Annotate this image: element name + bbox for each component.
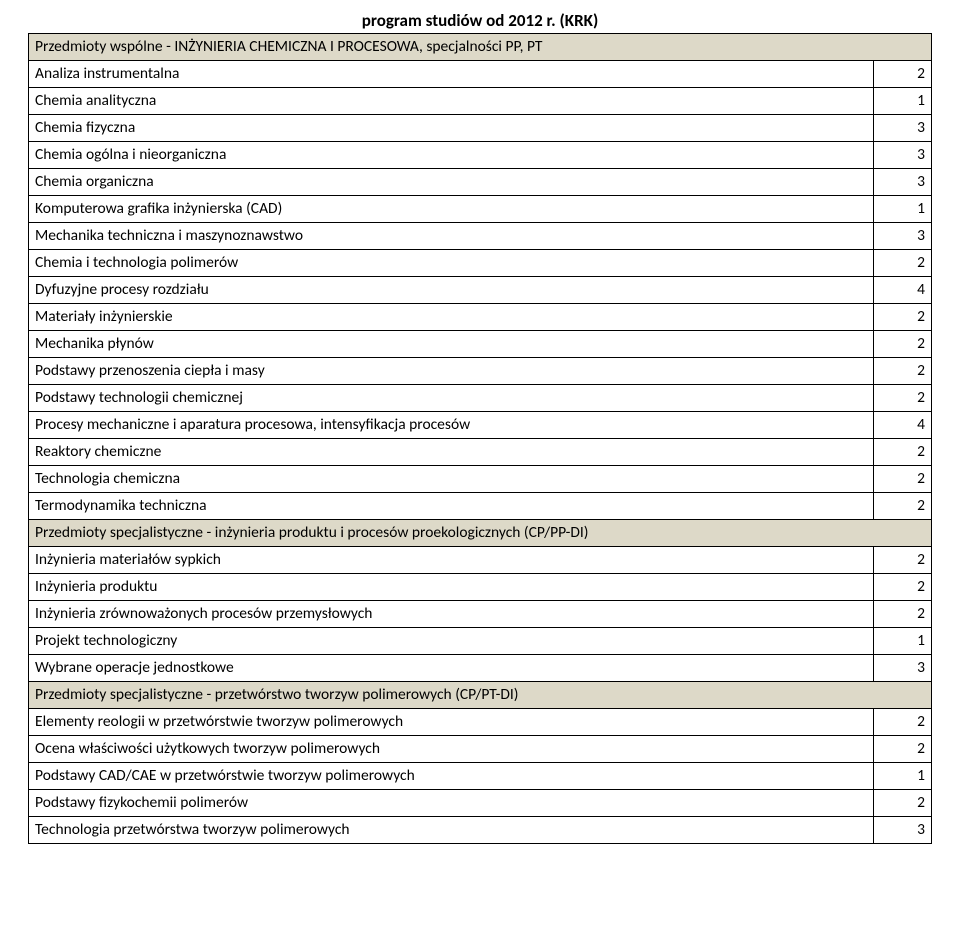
- table-row: Podstawy technologii chemicznej2: [29, 385, 932, 412]
- item-name-cell: Inżynieria zrównoważonych procesów przem…: [29, 601, 874, 628]
- table-row: Reaktory chemiczne2: [29, 439, 932, 466]
- item-name-cell: Materiały inżynierskie: [29, 304, 874, 331]
- item-value-cell: 2: [873, 574, 931, 601]
- item-value-cell: 3: [873, 655, 931, 682]
- item-name-cell: Elementy reologii w przetwórstwie tworzy…: [29, 709, 874, 736]
- item-value-cell: 2: [873, 61, 931, 88]
- table-row: Elementy reologii w przetwórstwie tworzy…: [29, 709, 932, 736]
- item-value-cell: 1: [873, 763, 931, 790]
- table-row: Technologia przetwórstwa tworzyw polimer…: [29, 817, 932, 844]
- item-value-cell: 1: [873, 196, 931, 223]
- item-value-cell: 2: [873, 385, 931, 412]
- item-value-cell: 4: [873, 412, 931, 439]
- table-row: Podstawy przenoszenia ciepła i masy2: [29, 358, 932, 385]
- item-name-cell: Podstawy fizykochemii polimerów: [29, 790, 874, 817]
- section-header-row: Przedmioty specjalistyczne - inżynieria …: [29, 520, 932, 547]
- section-header-cell: Przedmioty specjalistyczne - inżynieria …: [29, 520, 932, 547]
- item-name-cell: Chemia i technologia polimerów: [29, 250, 874, 277]
- item-name-cell: Podstawy technologii chemicznej: [29, 385, 874, 412]
- item-value-cell: 1: [873, 88, 931, 115]
- table-row: Dyfuzyjne procesy rozdziału4: [29, 277, 932, 304]
- item-name-cell: Mechanika techniczna i maszynoznawstwo: [29, 223, 874, 250]
- table-row: Mechanika techniczna i maszynoznawstwo3: [29, 223, 932, 250]
- page: program studiów od 2012 r. (KRK) Przedmi…: [0, 0, 960, 856]
- item-name-cell: Technologia przetwórstwa tworzyw polimer…: [29, 817, 874, 844]
- table-row: Wybrane operacje jednostkowe3: [29, 655, 932, 682]
- item-name-cell: Chemia fizyczna: [29, 115, 874, 142]
- item-name-cell: Chemia organiczna: [29, 169, 874, 196]
- item-name-cell: Ocena właściwości użytkowych tworzyw pol…: [29, 736, 874, 763]
- item-value-cell: 3: [873, 223, 931, 250]
- item-name-cell: Inżynieria materiałów sypkich: [29, 547, 874, 574]
- table-row: Mechanika płynów2: [29, 331, 932, 358]
- item-value-cell: 3: [873, 169, 931, 196]
- item-name-cell: Wybrane operacje jednostkowe: [29, 655, 874, 682]
- item-name-cell: Komputerowa grafika inżynierska (CAD): [29, 196, 874, 223]
- table-row: Chemia i technologia polimerów2: [29, 250, 932, 277]
- item-name-cell: Termodynamika techniczna: [29, 493, 874, 520]
- table-row: Analiza instrumentalna2: [29, 61, 932, 88]
- item-name-cell: Analiza instrumentalna: [29, 61, 874, 88]
- item-value-cell: 3: [873, 817, 931, 844]
- item-name-cell: Mechanika płynów: [29, 331, 874, 358]
- item-name-cell: Chemia ogólna i nieorganiczna: [29, 142, 874, 169]
- item-name-cell: Procesy mechaniczne i aparatura procesow…: [29, 412, 874, 439]
- table-row: Materiały inżynierskie2: [29, 304, 932, 331]
- table-row: Inżynieria produktu2: [29, 574, 932, 601]
- section-header-cell: Przedmioty specjalistyczne - przetwórstw…: [29, 682, 932, 709]
- table-row: Podstawy fizykochemii polimerów2: [29, 790, 932, 817]
- item-name-cell: Projekt technologiczny: [29, 628, 874, 655]
- item-value-cell: 2: [873, 736, 931, 763]
- page-title: program studiów od 2012 r. (KRK): [28, 10, 932, 31]
- curriculum-table: Przedmioty wspólne - INŻYNIERIA CHEMICZN…: [28, 33, 932, 844]
- table-row: Chemia fizyczna3: [29, 115, 932, 142]
- table-row: Podstawy CAD/CAE w przetwórstwie tworzyw…: [29, 763, 932, 790]
- item-value-cell: 2: [873, 331, 931, 358]
- item-name-cell: Dyfuzyjne procesy rozdziału: [29, 277, 874, 304]
- table-row: Inżynieria zrównoważonych procesów przem…: [29, 601, 932, 628]
- item-value-cell: 4: [873, 277, 931, 304]
- item-value-cell: 2: [873, 547, 931, 574]
- table-row: Projekt technologiczny1: [29, 628, 932, 655]
- item-value-cell: 2: [873, 709, 931, 736]
- table-row: Technologia chemiczna2: [29, 466, 932, 493]
- table-row: Chemia analityczna1: [29, 88, 932, 115]
- table-row: Procesy mechaniczne i aparatura procesow…: [29, 412, 932, 439]
- item-name-cell: Technologia chemiczna: [29, 466, 874, 493]
- item-value-cell: 2: [873, 250, 931, 277]
- item-name-cell: Podstawy przenoszenia ciepła i masy: [29, 358, 874, 385]
- item-name-cell: Chemia analityczna: [29, 88, 874, 115]
- item-value-cell: 2: [873, 790, 931, 817]
- section-header-cell: Przedmioty wspólne - INŻYNIERIA CHEMICZN…: [29, 34, 932, 61]
- item-value-cell: 3: [873, 115, 931, 142]
- section-header-row: Przedmioty wspólne - INŻYNIERIA CHEMICZN…: [29, 34, 932, 61]
- item-value-cell: 2: [873, 439, 931, 466]
- item-name-cell: Reaktory chemiczne: [29, 439, 874, 466]
- item-value-cell: 2: [873, 601, 931, 628]
- item-value-cell: 1: [873, 628, 931, 655]
- item-value-cell: 2: [873, 304, 931, 331]
- item-value-cell: 2: [873, 493, 931, 520]
- item-value-cell: 2: [873, 358, 931, 385]
- table-row: Inżynieria materiałów sypkich2: [29, 547, 932, 574]
- table-row: Chemia organiczna3: [29, 169, 932, 196]
- table-row: Komputerowa grafika inżynierska (CAD)1: [29, 196, 932, 223]
- item-name-cell: Inżynieria produktu: [29, 574, 874, 601]
- item-value-cell: 2: [873, 466, 931, 493]
- table-row: Chemia ogólna i nieorganiczna3: [29, 142, 932, 169]
- item-name-cell: Podstawy CAD/CAE w przetwórstwie tworzyw…: [29, 763, 874, 790]
- table-row: Ocena właściwości użytkowych tworzyw pol…: [29, 736, 932, 763]
- section-header-row: Przedmioty specjalistyczne - przetwórstw…: [29, 682, 932, 709]
- item-value-cell: 3: [873, 142, 931, 169]
- table-row: Termodynamika techniczna2: [29, 493, 932, 520]
